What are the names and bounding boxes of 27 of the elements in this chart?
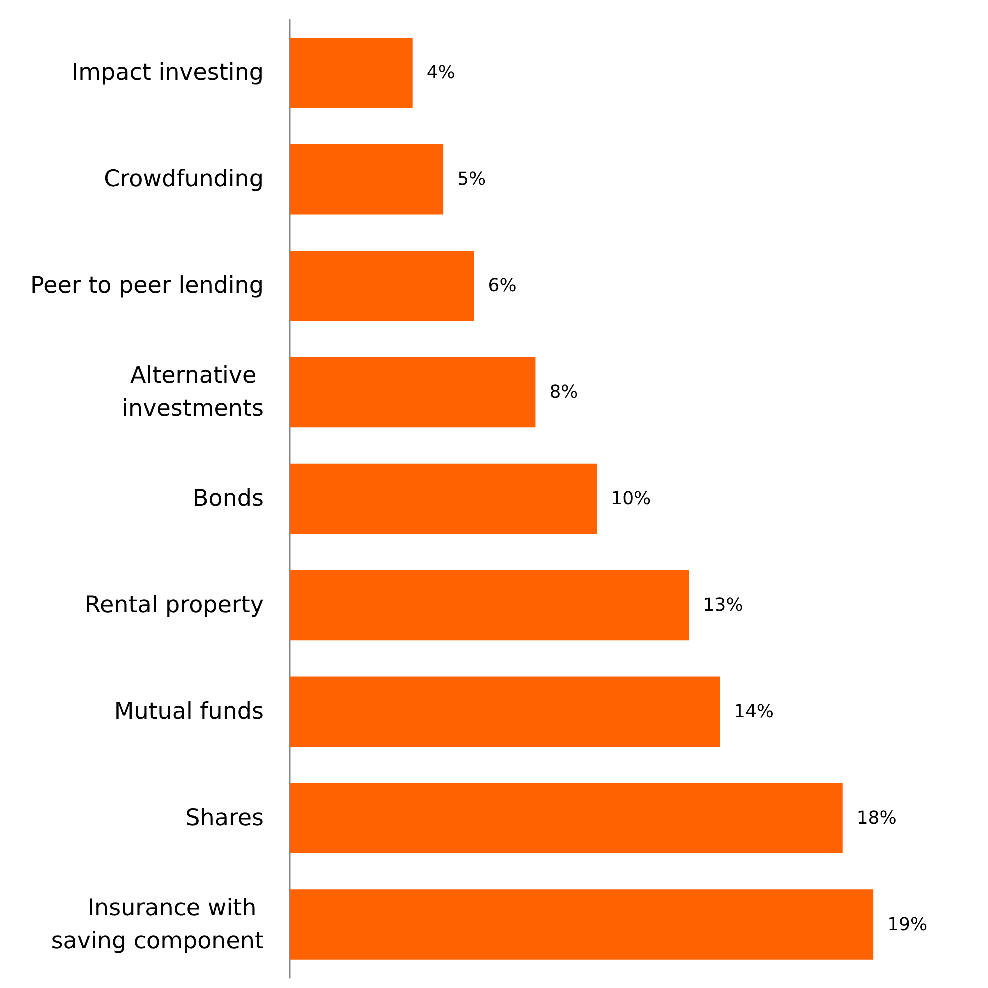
data-label: 19% bbox=[888, 914, 928, 936]
y-tick-label: Mutual funds bbox=[114, 698, 264, 725]
bar bbox=[290, 250, 474, 322]
data-label: 18% bbox=[856, 808, 897, 829]
y-tick-label: Alternative investments bbox=[122, 363, 264, 422]
y-tick-label: Crowdfunding bbox=[104, 166, 264, 193]
y-tick-label: Impact investing bbox=[72, 60, 264, 86]
bar bbox=[290, 783, 843, 854]
data-label: 8% bbox=[550, 382, 578, 404]
bar bbox=[290, 890, 874, 960]
data-label: 10% bbox=[611, 488, 652, 510]
bar bbox=[290, 38, 413, 108]
y-tick-label: Shares bbox=[186, 805, 264, 832]
data-label: 13% bbox=[703, 594, 744, 616]
bar bbox=[290, 357, 536, 428]
bar bbox=[290, 676, 720, 748]
y-tick-label: Bonds bbox=[192, 486, 264, 512]
bar bbox=[290, 570, 690, 641]
bar bbox=[290, 464, 598, 534]
data-label: 5% bbox=[458, 169, 486, 190]
data-label: 14% bbox=[734, 701, 774, 722]
data-label: 4% bbox=[426, 62, 456, 84]
y-tick-label: Peer to peer lending bbox=[30, 273, 264, 300]
bar bbox=[290, 144, 444, 215]
y-tick-label: Rental property bbox=[85, 592, 264, 618]
y-tick-label: Insurance with saving component bbox=[51, 895, 264, 954]
data-label: 6% bbox=[488, 276, 517, 297]
